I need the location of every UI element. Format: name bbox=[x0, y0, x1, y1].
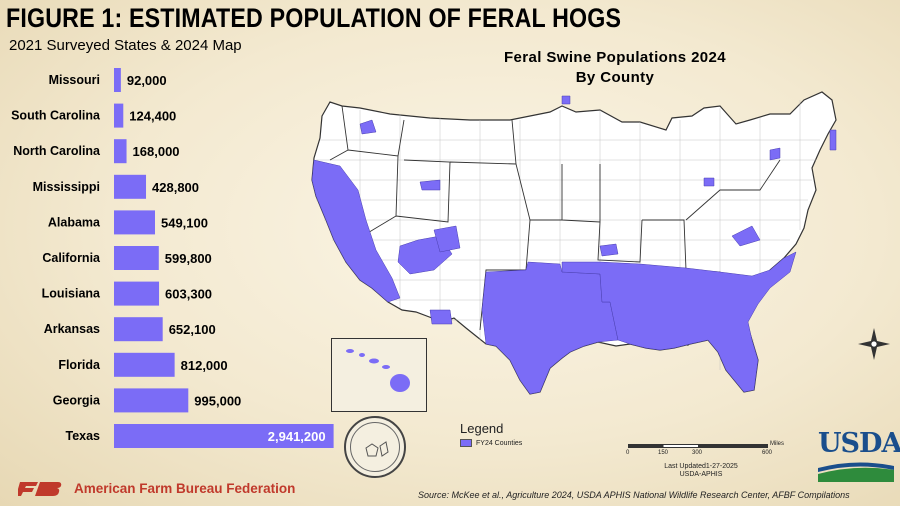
bar-value-label: 549,100 bbox=[161, 215, 208, 230]
bar-category-label: South Carolina bbox=[11, 109, 101, 123]
bar-category-label: Louisiana bbox=[42, 287, 101, 301]
bar bbox=[114, 210, 155, 235]
afbf-name: American Farm Bureau Federation bbox=[74, 481, 296, 496]
bar bbox=[114, 352, 175, 377]
minnesota-patch bbox=[561, 95, 571, 105]
scale-tick: 150 bbox=[658, 450, 669, 456]
bar bbox=[114, 281, 160, 306]
bar bbox=[114, 68, 121, 92]
scale-unit: Miles bbox=[770, 441, 785, 447]
idaho-patch bbox=[419, 179, 441, 191]
bar-value-label: 812,000 bbox=[181, 358, 228, 373]
bar-value-label: 995,000 bbox=[194, 393, 241, 408]
texas-region bbox=[481, 261, 619, 395]
bar-category-label: North Carolina bbox=[13, 144, 101, 158]
bar-category-label: Mississippi bbox=[33, 180, 100, 194]
maine-patch bbox=[829, 129, 837, 151]
scale-tick: 300 bbox=[692, 450, 703, 456]
compass-rose-icon bbox=[858, 328, 890, 360]
bar-value-label: 92,000 bbox=[127, 73, 167, 88]
scale-tick: 600 bbox=[762, 450, 773, 456]
feral-swine-regions bbox=[311, 95, 837, 395]
bar bbox=[114, 424, 334, 448]
california-region bbox=[311, 159, 401, 303]
legend-swatch bbox=[460, 439, 472, 447]
new-mexico-patch bbox=[433, 225, 461, 253]
scale-tick: 0 bbox=[626, 450, 630, 456]
bar bbox=[114, 317, 163, 342]
usda-logo: USDA bbox=[818, 428, 900, 484]
usda-logo-text: USDA bbox=[818, 428, 900, 459]
kansas-patch bbox=[599, 243, 619, 257]
bar bbox=[114, 103, 124, 128]
legend-entry: FY24 Counties bbox=[460, 439, 522, 447]
population-bar-chart: Missouri 92,000 South Carolina 124,400 North… bbox=[11, 68, 334, 448]
nm-south-patch bbox=[429, 309, 453, 325]
bar bbox=[114, 246, 159, 270]
southeast-region bbox=[561, 251, 797, 393]
bar-category-label: California bbox=[42, 251, 101, 265]
bar bbox=[114, 388, 189, 413]
map-updated-note: Last Updated1-27-2025 USDA-APHIS bbox=[664, 463, 738, 478]
bar-value-label: 2,941,200 bbox=[268, 429, 326, 444]
bar-category-label: Texas bbox=[65, 429, 100, 443]
afbf-logo-icon bbox=[18, 482, 62, 496]
figure-title: FIGURE 1: ESTIMATED POPULATION OF FERAL … bbox=[6, 3, 622, 33]
bar-category-label: Arkansas bbox=[44, 322, 100, 336]
bar-value-label: 599,800 bbox=[165, 251, 212, 266]
map-title: Feral Swine Populations 2024 By County bbox=[503, 49, 727, 86]
source-note: Source: McKee et al., Agriculture 2024, … bbox=[418, 490, 850, 500]
oregon-patch bbox=[359, 119, 377, 135]
bar-value-label: 603,300 bbox=[165, 287, 212, 302]
bar-category-label: Georgia bbox=[53, 393, 101, 407]
bar-value-label: 428,800 bbox=[152, 180, 199, 195]
hawaii-inset bbox=[331, 338, 427, 412]
us-feral-swine-map bbox=[311, 91, 837, 395]
bar-category-label: Alabama bbox=[48, 215, 101, 229]
bar-value-label: 124,400 bbox=[129, 109, 176, 124]
bar-value-label: 652,100 bbox=[169, 322, 216, 337]
ny-patch bbox=[769, 147, 781, 161]
hawaii-islands bbox=[346, 349, 410, 392]
bar-category-label: Missouri bbox=[49, 73, 100, 87]
southeastern-cooperative-seal-icon bbox=[344, 416, 406, 478]
bar-value-label: 168,000 bbox=[133, 144, 180, 159]
michigan-patch bbox=[703, 177, 715, 187]
kentucky-patch bbox=[731, 225, 761, 247]
figure-subtitle: 2021 Surveyed States & 2024 Map bbox=[9, 37, 242, 54]
legend-label: FY24 Counties bbox=[476, 439, 523, 447]
bar-category-label: Florida bbox=[58, 358, 101, 372]
bar bbox=[114, 174, 147, 199]
legend-title: Legend bbox=[460, 421, 504, 436]
bar bbox=[114, 139, 127, 164]
usda-swoosh-icon bbox=[818, 462, 894, 482]
